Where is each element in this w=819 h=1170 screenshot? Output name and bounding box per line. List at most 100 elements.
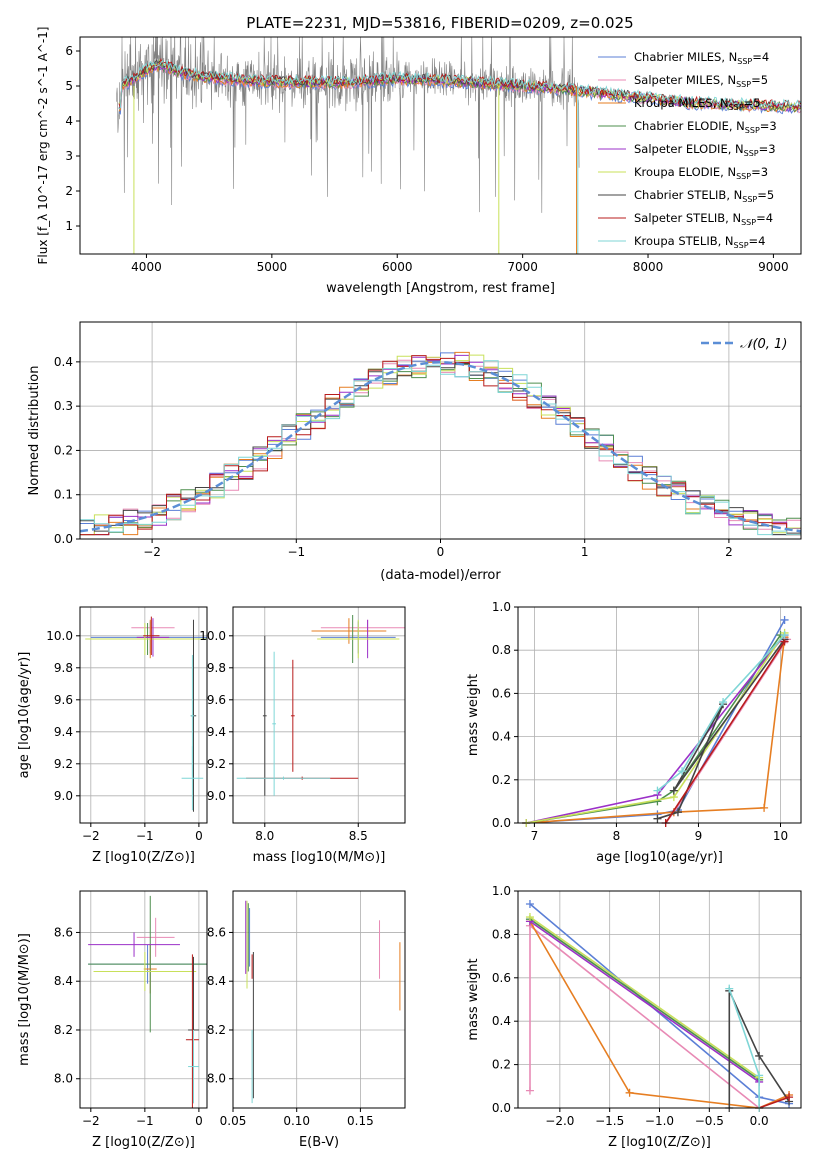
- legend-label: Salpeter STELIB, NSSP=4: [634, 211, 773, 227]
- y-tick-label: 9.2: [207, 757, 226, 771]
- legend-value: =3: [751, 165, 768, 179]
- y-tick-label: 5: [65, 79, 73, 93]
- legend-value: =4: [756, 211, 773, 225]
- weight-series: [728, 990, 790, 1108]
- y-tick-label: 8.4: [54, 974, 73, 988]
- y-tick-label: 1.0: [492, 884, 511, 898]
- weight-series: [758, 1096, 790, 1108]
- legend-subscript: SSP: [742, 195, 757, 204]
- axes-frame: [79, 36, 802, 255]
- x-axis-label: Z [log10(Z/Z⊙)]: [92, 1135, 195, 1150]
- y-tick-label: 0.6: [492, 686, 511, 700]
- weight-marker: [525, 900, 534, 909]
- y-tick-label: 0.0: [492, 816, 511, 830]
- axes-frame: [232, 606, 406, 824]
- y-tick-label: 9.8: [207, 661, 226, 675]
- weight-marker: [678, 767, 687, 776]
- x-tick-label: −1.5: [595, 1114, 624, 1128]
- legend-subscript: SSP: [729, 103, 744, 112]
- x-tick-label: 8000: [633, 260, 664, 274]
- y-tick-label: 0.0: [54, 532, 73, 546]
- y-axis-label: mass weight: [466, 958, 481, 1040]
- x-axis-label: E(B-V): [299, 1135, 339, 1150]
- spectrum-panel: 4000 5000 6000 7000 8000 9000 1 2 3 4 5 6 wavelength…: [36, 27, 802, 296]
- legend-value: =5: [744, 96, 761, 110]
- y-tick-label: 9.4: [207, 725, 226, 739]
- legend-subscript: SSP: [744, 149, 759, 158]
- x-tick-label: 9: [695, 829, 703, 843]
- y-axis-label: age [log10(age/yr)]: [17, 652, 32, 779]
- normal-reference-curve: [79, 361, 802, 533]
- weight-marker: [780, 631, 789, 640]
- legend-label: 𝒩(0, 1): [740, 337, 787, 352]
- mass-vs-z-panel: −2 −1 0 8.0 8.2 8.4 8.6 Z [log10(Z/Z⊙)] mass [lo…: [17, 890, 208, 1150]
- y-tick-label: 9.0: [54, 789, 73, 803]
- axes-frame: [79, 321, 802, 540]
- legend-value: =3: [760, 119, 777, 133]
- y-tick-label: 9.6: [207, 693, 226, 707]
- weight-series: [526, 634, 782, 823]
- y-tick-label: 8.2: [207, 1023, 226, 1037]
- x-tick-label: −1: [287, 545, 305, 559]
- y-tick-label: 9.8: [54, 661, 73, 675]
- axes-frame: [517, 890, 802, 1109]
- weight-vs-age-panel: 7 8 9 10 0.0 0.2 0.4 0.6 0.8 1.0 age [log10(age/yr…: [466, 600, 802, 865]
- y-tick-label: 9.4: [54, 725, 73, 739]
- x-tick-label: 7: [531, 829, 539, 843]
- residual-histogram: [80, 355, 801, 539]
- weight-marker: [755, 1051, 764, 1060]
- x-tick-label: 0.10: [283, 1114, 310, 1128]
- y-tick-label: 3: [65, 149, 73, 163]
- weight-series: [665, 641, 786, 823]
- axes-frame: [79, 606, 208, 824]
- x-tick-label: −2: [82, 1114, 100, 1128]
- weight-marker: [525, 1086, 534, 1095]
- y-tick-label: 0.8: [492, 643, 511, 657]
- weight-series: [728, 988, 760, 1108]
- x-axis-label: (data-model)/error: [380, 568, 501, 583]
- legend-label: Kroupa ELODIE, NSSP=3: [634, 165, 768, 181]
- legend-value: =5: [751, 73, 768, 87]
- x-tick-label: 2: [725, 545, 733, 559]
- observed-spectrum: [116, 37, 580, 213]
- x-tick-label: 5000: [257, 260, 288, 274]
- legend-subscript: SSP: [736, 172, 751, 181]
- x-tick-label: −1: [136, 1114, 154, 1128]
- legend-value: =4: [752, 50, 769, 64]
- y-tick-label: 10.0: [199, 629, 226, 643]
- x-tick-label: 8.5: [349, 829, 368, 843]
- legend-subscript: SSP: [734, 241, 749, 250]
- panels: 4000 5000 6000 7000 8000 9000123456wavelength…: [17, 27, 802, 1150]
- legend-label: Kroupa STELIB, NSSP=4: [634, 234, 765, 250]
- x-tick-label: −2: [82, 829, 100, 843]
- weight-series: [529, 918, 760, 1081]
- y-tick-label: 9.2: [54, 757, 73, 771]
- y-tick-label: 6: [65, 44, 73, 58]
- weight-series: [529, 920, 760, 1083]
- x-tick-label: 8.0: [255, 829, 274, 843]
- weight-marker: [653, 814, 662, 823]
- x-tick-label: −2.0: [545, 1114, 574, 1128]
- y-tick-label: 0.2: [54, 443, 73, 457]
- y-tick-label: 0.8: [492, 927, 511, 941]
- x-tick-label: 0: [195, 1114, 203, 1128]
- x-tick-label: −0.5: [695, 1114, 724, 1128]
- x-axis-label: mass [log10(M/M⊙)]: [253, 850, 386, 865]
- y-tick-label: 0.4: [492, 1014, 511, 1028]
- y-tick-label: 0.1: [54, 488, 73, 502]
- weight-marker: [780, 615, 789, 624]
- y-tick-label: 0.2: [492, 1058, 511, 1072]
- weight-series: [529, 916, 760, 1079]
- legend-label: Salpeter ELODIE, NSSP=3: [634, 142, 776, 158]
- weight-marker: [653, 786, 662, 795]
- weight-series: [526, 637, 786, 823]
- x-tick-label: −2: [143, 545, 161, 559]
- weight-series: [529, 920, 790, 1108]
- x-tick-label: 0.05: [220, 1114, 247, 1128]
- model-spectrum: [118, 57, 801, 111]
- y-axis-label: Flux [f_λ 10^-17 erg cm^-2 s^-1 A^-1]: [36, 27, 50, 265]
- x-tick-label: 0: [195, 829, 203, 843]
- legend-label: Chabrier MILES, NSSP=4: [634, 50, 769, 66]
- weight-marker: [625, 1088, 634, 1097]
